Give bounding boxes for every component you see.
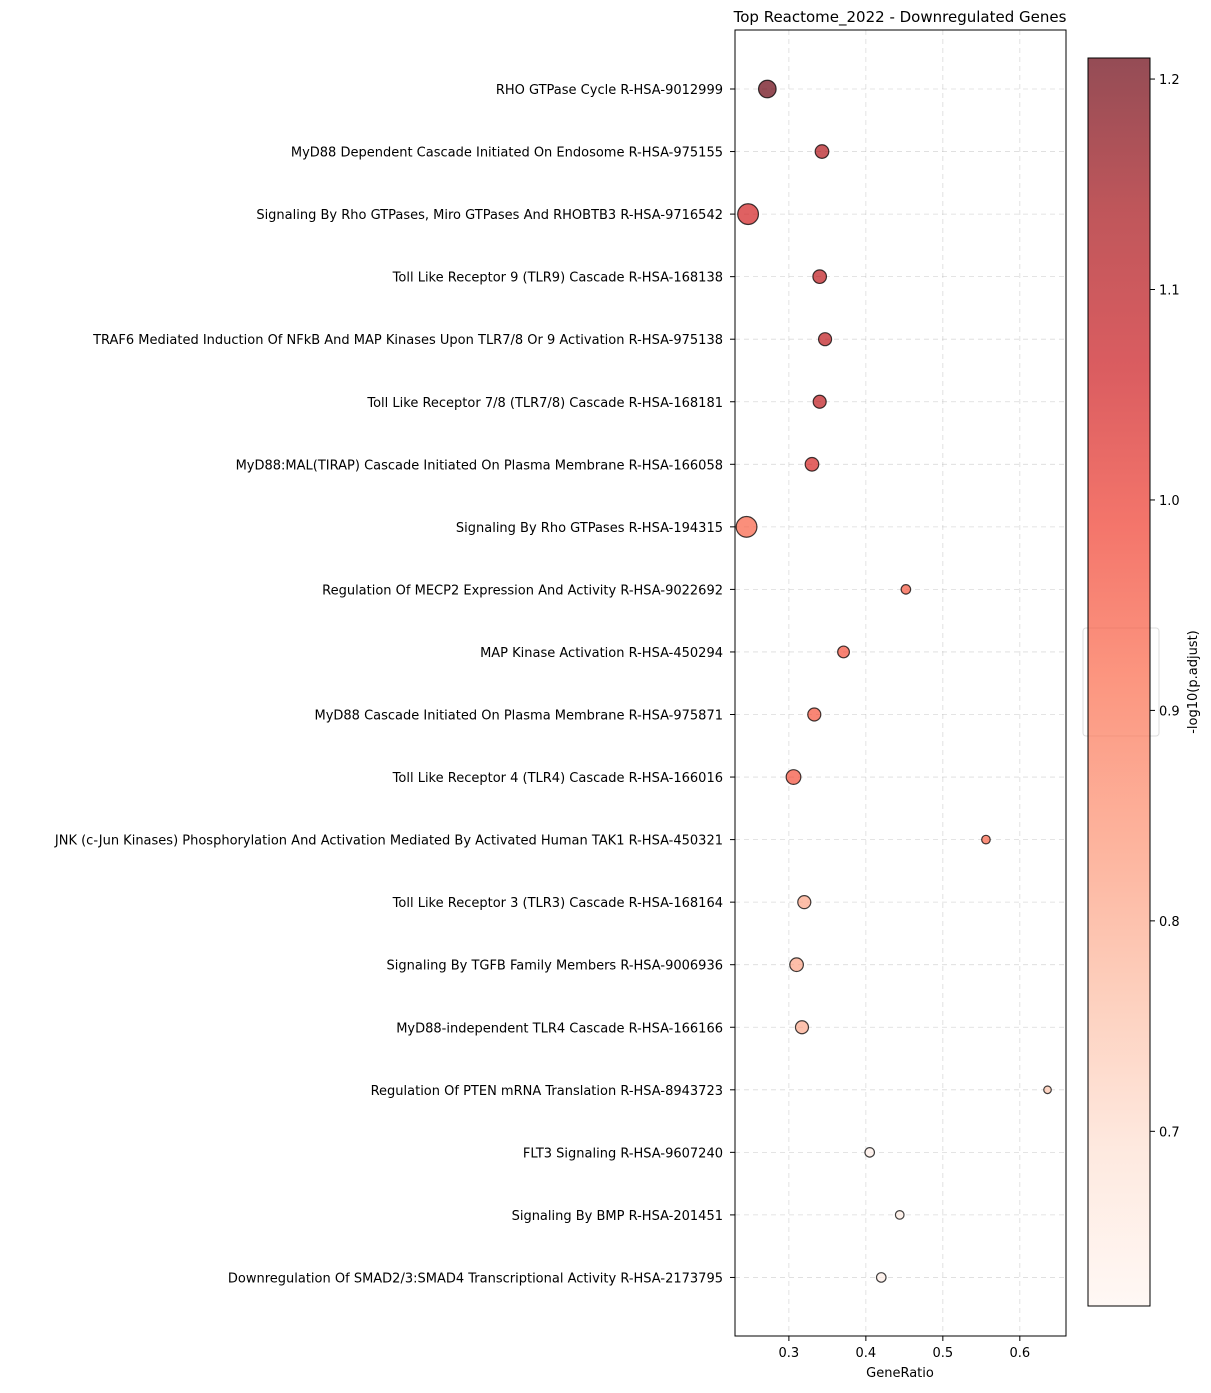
y-tick-label: Signaling By Rho GTPases R-HSA-194315 [456, 521, 723, 536]
x-tick-label: 0.5 [932, 1346, 953, 1361]
y-tick-label: Signaling By BMP R-HSA-201451 [512, 1209, 723, 1224]
colorbar-tick-label: 0.8 [1159, 915, 1180, 930]
colorbar: 0.7 0.8 0.9 1.0 1.1 1.2 -log10(p.adjust) [1087, 57, 1201, 1307]
data-point [757, 79, 777, 99]
x-tick-label: 0.4 [856, 1346, 877, 1361]
y-tick-label: FLT3 Signaling R-HSA-9607240 [523, 1146, 723, 1161]
data-point [804, 456, 820, 472]
y-tick-label: MyD88-independent TLR4 Cascade R-HSA-166… [396, 1021, 723, 1036]
x-tick-label: 0.6 [1009, 1346, 1030, 1361]
data-point [812, 269, 828, 285]
data-point [894, 1209, 905, 1220]
data-point [900, 584, 912, 595]
y-tick-labels: RHO GTPase Cycle R-HSA-9012999 MyD88 Depe… [54, 83, 735, 1286]
data-point [812, 394, 827, 409]
y-tick-label: Regulation Of PTEN mRNA Translation R-HS… [371, 1084, 723, 1099]
grid [735, 30, 1066, 1336]
y-tick-label: Signaling By Rho GTPases, Miro GTPases A… [256, 208, 723, 223]
y-tick-label: Downregulation Of SMAD2/3:SMAD4 Transcri… [228, 1271, 723, 1286]
chart-title: Top Reactome_2022 - Downregulated Genes [733, 8, 1067, 27]
y-tick-label: MyD88 Cascade Initiated On Plasma Membra… [314, 709, 723, 724]
y-tick-label: RHO GTPase Cycle R-HSA-9012999 [496, 83, 723, 98]
x-tick-label: 0.3 [779, 1346, 800, 1361]
colorbar-tick-label: 1.2 [1159, 73, 1180, 88]
data-point [794, 1020, 810, 1035]
x-axis: 0.3 0.4 0.5 0.6 [779, 1336, 1030, 1361]
y-tick-label: MyD88 Dependent Cascade Initiated On End… [291, 146, 723, 161]
x-axis-label: GeneRatio [866, 1366, 934, 1381]
y-tick-label: Toll Like Receptor 3 (TLR3) Cascade R-HS… [392, 896, 723, 911]
y-tick-label: MAP Kinase Activation R-HSA-450294 [480, 646, 723, 661]
data-points [735, 79, 1052, 1283]
y-tick-label: Toll Like Receptor 9 (TLR9) Cascade R-HS… [392, 271, 723, 286]
data-point [864, 1146, 876, 1158]
data-point [789, 957, 804, 973]
data-point [797, 895, 812, 910]
data-point [837, 645, 851, 659]
colorbar-ticks: 0.7 0.8 0.9 1.0 1.1 1.2 [1150, 73, 1180, 1140]
y-tick-label: JNK (c-Jun Kinases) Phosphorylation And … [54, 834, 723, 849]
plot-frame [734, 29, 1067, 1337]
y-tick-label: Toll Like Receptor 7/8 (TLR7/8) Cascade … [366, 396, 723, 411]
data-point [817, 332, 833, 347]
data-point [1043, 1085, 1052, 1095]
data-point [807, 707, 822, 722]
data-point [981, 834, 991, 845]
colorbar-tick-label: 0.7 [1159, 1125, 1180, 1140]
data-point [785, 769, 802, 786]
y-tick-label: TRAF6 Mediated Induction Of NFkB And MAP… [92, 333, 723, 348]
colorbar-tick-label: 0.9 [1159, 704, 1180, 719]
data-point [735, 515, 758, 538]
y-tick-label: MyD88:MAL(TIRAP) Cascade Initiated On Pl… [236, 458, 723, 473]
colorbar-tick-label: 1.1 [1159, 284, 1180, 299]
colorbar-tick-label: 1.0 [1159, 494, 1180, 509]
y-tick-label: Signaling By TGFB Family Members R-HSA-9… [387, 959, 723, 974]
colorbar-label: -log10(p.adjust) [1186, 630, 1201, 734]
colorbar-gradient [1087, 57, 1151, 1307]
data-point [737, 203, 760, 226]
data-point [814, 144, 830, 159]
data-point [875, 1272, 887, 1283]
y-tick-label: Regulation Of MECP2 Expression And Activ… [322, 583, 723, 598]
y-tick-label: Toll Like Receptor 4 (TLR4) Cascade R-HS… [392, 771, 723, 786]
